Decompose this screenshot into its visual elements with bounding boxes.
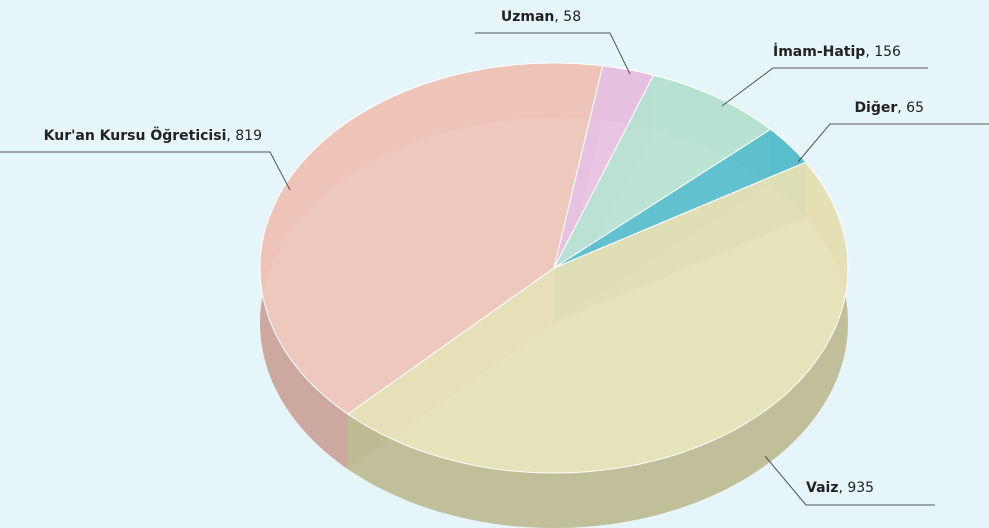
- slice-label: İmam-Hatip, 156: [773, 43, 901, 60]
- slice: [347, 161, 849, 474]
- label-name: Diğer: [854, 100, 897, 116]
- slice: [552, 74, 772, 270]
- slice: [259, 62, 604, 415]
- slice-label: Uzman, 58: [501, 9, 581, 25]
- label-name: Kur'an Kursu Öğreticisi: [44, 126, 227, 144]
- slice: [553, 128, 807, 269]
- label-value: , 819: [226, 128, 262, 144]
- slice-side: [347, 162, 848, 528]
- label-value: , 65: [897, 100, 924, 116]
- label-name: İmam-Hatip: [773, 43, 865, 60]
- leader-line: [0, 151, 291, 191]
- slice-label: Kur'an Kursu Öğreticisi, 819: [44, 126, 262, 144]
- label-name: Vaiz: [806, 480, 838, 496]
- leader-line: [475, 32, 631, 75]
- leader-line: [764, 455, 935, 506]
- slice-label: Diğer, 65: [854, 100, 924, 116]
- label-name: Uzman: [501, 9, 555, 25]
- label-value: , 935: [838, 480, 874, 496]
- leader-line: [797, 123, 989, 163]
- label-value: , 58: [554, 9, 581, 25]
- leader-line: [721, 67, 928, 107]
- label-value: , 156: [865, 44, 901, 60]
- slice-label: Vaiz, 935: [806, 480, 874, 496]
